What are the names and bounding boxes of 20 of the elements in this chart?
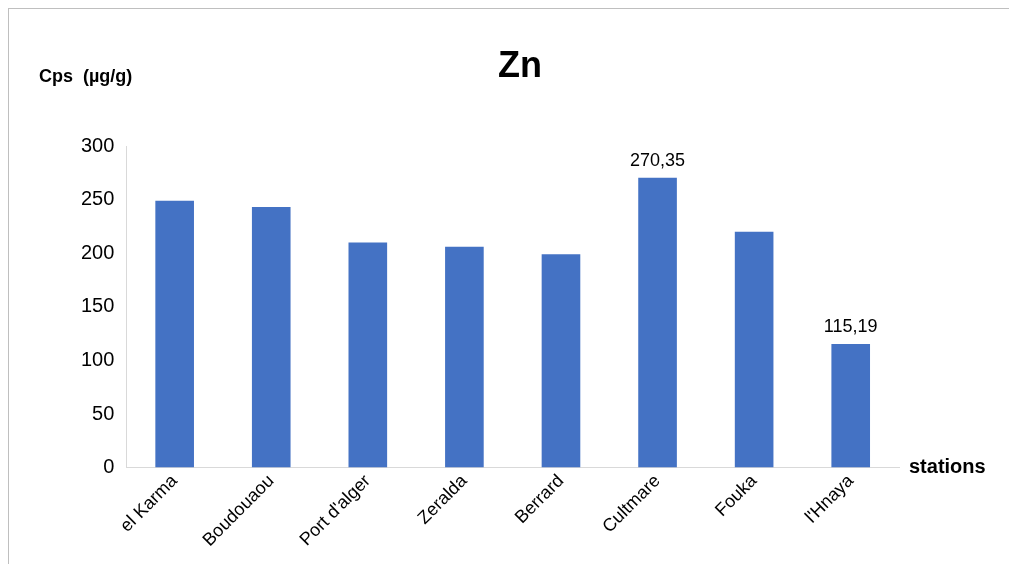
bar — [734, 231, 774, 468]
y-tick-label: 200 — [80, 240, 115, 263]
y-tick-label: 300 — [80, 133, 115, 156]
y-tick-label: 100 — [80, 347, 115, 370]
bar — [638, 177, 677, 468]
data-label: 115,19 — [823, 316, 878, 337]
chart-title: Zn — [498, 43, 542, 85]
data-label: 270,35 — [630, 149, 686, 170]
bar — [831, 344, 871, 468]
bar — [251, 207, 291, 468]
y-tick-label: 250 — [80, 187, 115, 210]
y-tick-label: 150 — [80, 294, 115, 317]
y-tick-label: 0 — [103, 455, 115, 478]
bar — [541, 254, 581, 468]
bar — [155, 200, 194, 468]
bar — [445, 246, 484, 468]
x-axis-title: stations — [909, 455, 986, 478]
y-axis-title: Cps (µg/g) — [39, 65, 133, 86]
y-tick-label: 50 — [92, 401, 115, 424]
bar — [348, 242, 388, 468]
